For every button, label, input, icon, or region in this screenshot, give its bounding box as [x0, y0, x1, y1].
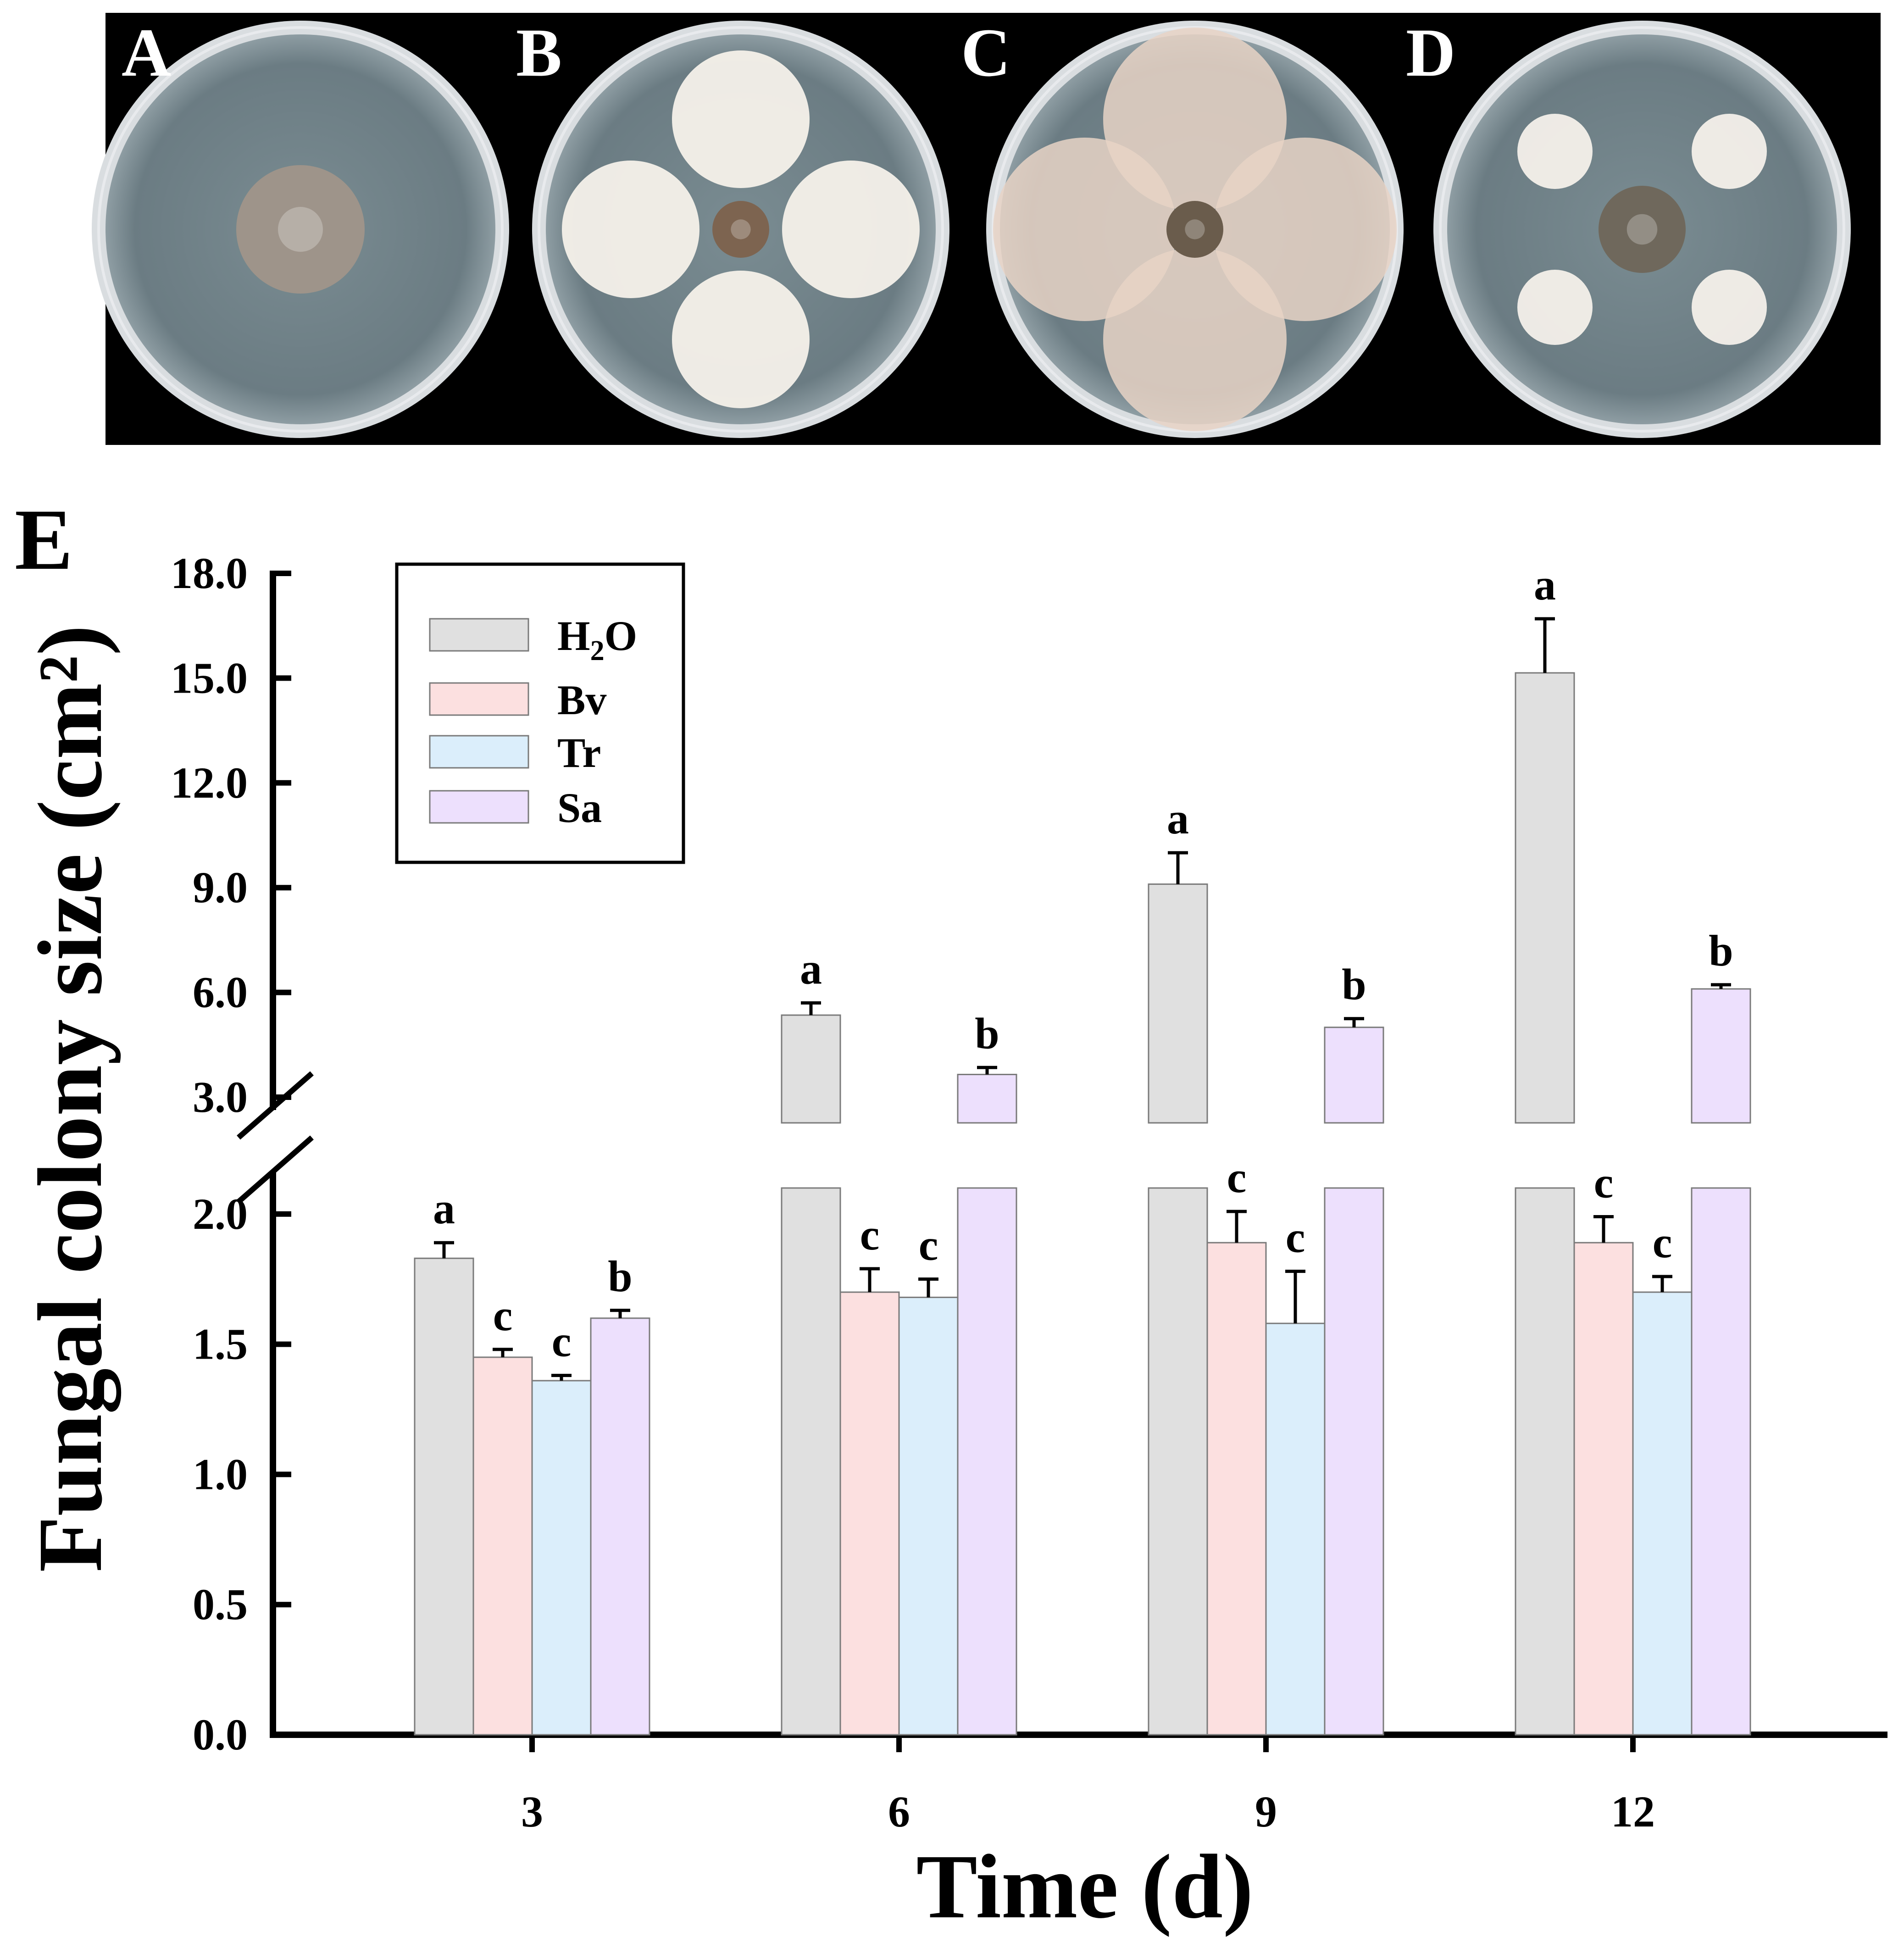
bar: [1324, 1027, 1384, 1124]
legend-label: Bv: [557, 677, 606, 723]
significance-letter: a: [1167, 794, 1189, 843]
pathogen-colony-center: [1626, 214, 1658, 245]
bar: [781, 1187, 841, 1736]
significance-letter: b: [608, 1252, 632, 1301]
y-tick-label: 0.0: [193, 1710, 248, 1759]
legend-swatch: [429, 735, 529, 769]
pathogen-colony: [236, 165, 365, 294]
antagonist-colony: [672, 271, 810, 408]
bar: [590, 1317, 650, 1736]
y-tick-label: 18.0: [171, 549, 248, 598]
significance-letter: c: [1594, 1158, 1614, 1207]
y-tick-label: 1.0: [193, 1449, 248, 1499]
y-tick-label: 6.0: [193, 968, 248, 1017]
bar: [957, 1187, 1017, 1736]
antagonist-colony: [672, 50, 810, 188]
panel-e-label: E: [15, 492, 73, 588]
antagonist-colony: [993, 138, 1177, 321]
plate-label: B: [516, 15, 562, 91]
pathogen-colony-center: [278, 207, 323, 252]
significance-letter: c: [919, 1221, 938, 1270]
significance-letter: b: [1709, 926, 1733, 975]
significance-letter: a: [1534, 560, 1556, 609]
y-tick-label: 3.0: [193, 1072, 248, 1121]
pathogen-colony-center: [1185, 219, 1205, 239]
bar: [1573, 1242, 1634, 1736]
significance-letter: c: [1653, 1218, 1672, 1267]
bar: [1632, 1291, 1693, 1736]
plate-label: C: [961, 15, 1010, 91]
pathogen-colony: [1166, 201, 1223, 258]
y-tick-label: 2.0: [193, 1189, 248, 1238]
bar: [1324, 1187, 1384, 1736]
antagonist-colony: [562, 161, 699, 298]
antagonist-colony: [1517, 270, 1593, 345]
significance-letter: c: [1286, 1213, 1305, 1262]
plate-edge: [97, 26, 504, 433]
plate-label: D: [1406, 15, 1455, 91]
plate-label: A: [122, 15, 171, 91]
legend-swatch: [429, 618, 529, 652]
petri-plates: A B C D: [92, 15, 1851, 438]
y-tick-label: 0.5: [193, 1580, 248, 1629]
significance-letter: c: [552, 1317, 572, 1366]
significance-letter: c: [1227, 1153, 1247, 1202]
antagonist-colony: [1692, 270, 1767, 345]
x-axis-title: Time (d): [916, 1836, 1253, 1937]
bar: [472, 1356, 533, 1736]
bar-chart: E Fungal colony size (cm²) Time (d) 0.0 0…: [15, 492, 1887, 1937]
x-tick-label: 9: [1255, 1787, 1277, 1836]
bar: [898, 1296, 959, 1736]
axis-break-mark: [237, 1071, 314, 1140]
y-tick-label: 1.5: [193, 1320, 248, 1369]
plate-edge: [538, 26, 944, 433]
significance-letter: c: [493, 1291, 513, 1340]
x-tick-label: 12: [1611, 1787, 1655, 1836]
bar: [839, 1291, 900, 1736]
significance-letter: b: [975, 1009, 999, 1058]
bar: [414, 1257, 474, 1736]
bar: [1515, 1187, 1575, 1736]
significance-letter: c: [860, 1210, 880, 1259]
plate-edge: [1439, 26, 1845, 433]
antagonist-colony: [1517, 114, 1593, 189]
bar: [1265, 1322, 1326, 1736]
legend-label: Sa: [557, 784, 602, 831]
significance-letter: a: [800, 944, 822, 993]
bar: [1691, 988, 1751, 1124]
x-tick-label: 6: [888, 1787, 910, 1836]
y-tick-label: 12.0: [171, 758, 248, 807]
bar: [781, 1014, 841, 1124]
bar: [957, 1074, 1017, 1124]
pathogen-colony: [1599, 186, 1686, 273]
bar: [1206, 1242, 1267, 1736]
bar: [1148, 883, 1208, 1124]
bar: [1691, 1187, 1751, 1736]
bar: [531, 1380, 592, 1736]
pathogen-colony-center: [731, 219, 751, 239]
x-tick-label: 3: [521, 1787, 543, 1836]
antagonist-colony: [1692, 114, 1767, 189]
y-axis-title: Fungal colony size (cm²): [20, 625, 121, 1572]
y-tick-label: 9.0: [193, 863, 248, 912]
y-tick-label: 15.0: [171, 653, 248, 702]
axis-break-mark: [237, 1135, 314, 1204]
antagonist-colony: [782, 161, 920, 298]
legend-swatch: [429, 682, 529, 716]
significance-letter: b: [1342, 960, 1366, 1009]
bar: [1515, 672, 1575, 1124]
pathogen-colony: [712, 201, 769, 258]
significance-letter: a: [433, 1184, 455, 1233]
legend-label: Tr: [557, 729, 601, 776]
legend-swatch: [429, 790, 529, 824]
bar: [1148, 1187, 1208, 1736]
